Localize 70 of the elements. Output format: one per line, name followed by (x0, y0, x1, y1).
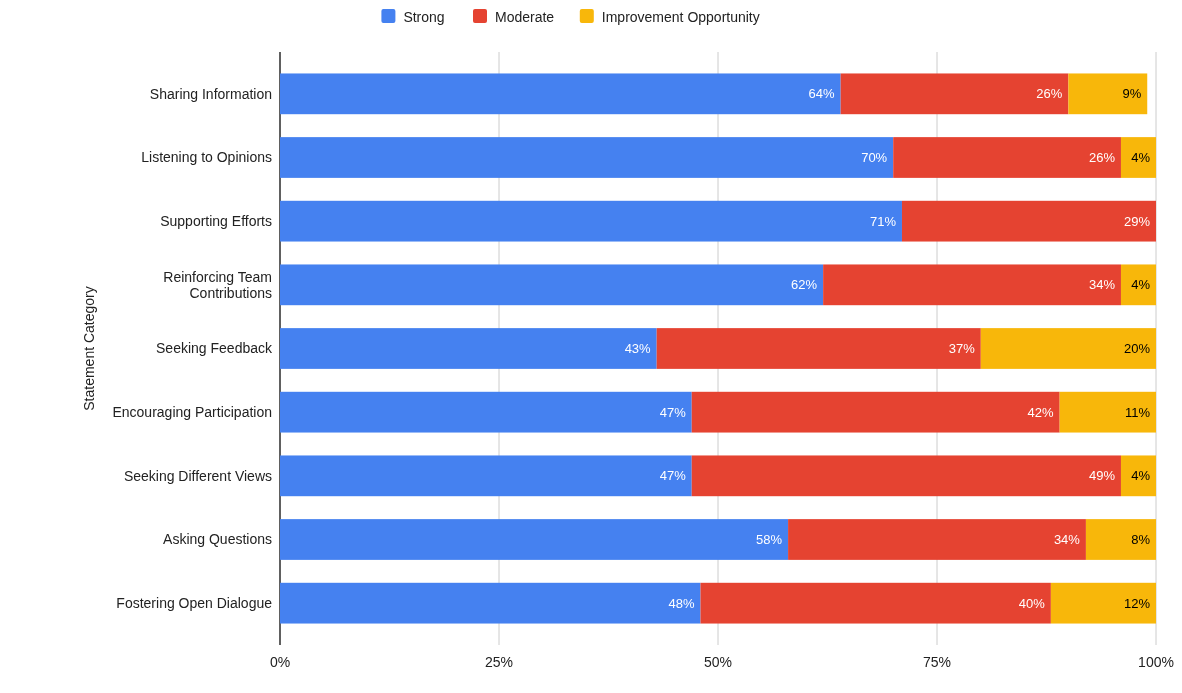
bar (280, 137, 894, 178)
data-label: 37% (948, 341, 976, 357)
bar (901, 200, 1156, 242)
x-tick-label: 25% (484, 654, 514, 670)
bar (1120, 455, 1156, 497)
bar (280, 200, 902, 242)
bar (1050, 582, 1156, 624)
bar (656, 328, 981, 369)
y-axis-title: Statement Category (81, 286, 97, 411)
data-label: 47% (659, 404, 687, 420)
data-label: 62% (791, 277, 818, 293)
data-label: 42% (1027, 404, 1055, 420)
x-tick-label: 100% (1138, 654, 1174, 670)
data-label: 43% (624, 341, 652, 357)
bar (691, 455, 1121, 497)
bar (893, 137, 1121, 178)
y-tick-label: Listening to Opinions (141, 149, 272, 166)
bar (280, 264, 824, 306)
data-label: 34% (1053, 532, 1081, 548)
data-label: 47% (659, 468, 687, 484)
bar (700, 582, 1051, 624)
y-tick-label: Asking Questions (163, 531, 272, 548)
x-tick-label: 75% (922, 654, 952, 670)
data-label: 11% (1124, 404, 1151, 420)
legend-label: Improvement Opportunity (601, 8, 760, 25)
data-label: 48% (668, 595, 695, 611)
y-tick-label: Reinforcing Team Contributions (163, 268, 272, 301)
bar (1120, 137, 1156, 178)
data-label: 4% (1131, 277, 1151, 293)
bar (280, 391, 692, 433)
data-label: 71% (869, 213, 897, 229)
y-tick-label: Fostering Open Dialogue (116, 595, 273, 612)
bar (280, 582, 701, 624)
bar (823, 264, 1121, 306)
data-label: 12% (1123, 595, 1151, 611)
data-label: 9% (1122, 86, 1142, 102)
x-tick-label: 50% (703, 654, 733, 670)
data-label: 26% (1036, 86, 1063, 102)
data-label: 4% (1131, 468, 1151, 484)
legend-label: Moderate (495, 8, 555, 25)
data-label: 34% (1088, 277, 1116, 293)
data-label: 70% (861, 150, 888, 166)
bar (1120, 264, 1156, 306)
x-tick-label: 0% (269, 654, 291, 670)
y-tick-label: Supporting Efforts (160, 213, 272, 230)
y-tick-label: Seeking Feedback (156, 340, 273, 357)
bar (840, 73, 1069, 115)
data-label: 26% (1088, 150, 1116, 166)
data-label: 58% (756, 532, 783, 548)
legend-label: Strong (403, 8, 445, 25)
bar (788, 519, 1086, 560)
bar (280, 455, 692, 497)
data-label: 4% (1131, 150, 1151, 166)
data-label: 49% (1088, 468, 1116, 484)
y-tick-label: Sharing Information (149, 85, 272, 102)
y-tick-label: Seeking Different Views (123, 467, 272, 484)
data-label: 29% (1123, 213, 1151, 229)
bar (1068, 73, 1148, 115)
y-tick-label: Encouraging Participation (112, 404, 272, 421)
data-label: 64% (808, 86, 836, 102)
bar (1085, 519, 1156, 560)
data-label: 8% (1131, 532, 1151, 548)
bar (1059, 391, 1156, 433)
bar (691, 391, 1060, 433)
bar (280, 73, 841, 115)
bar (280, 519, 789, 560)
bar (280, 328, 657, 369)
data-label: 20% (1123, 341, 1151, 357)
data-label: 40% (1018, 595, 1046, 611)
bar (980, 328, 1156, 369)
